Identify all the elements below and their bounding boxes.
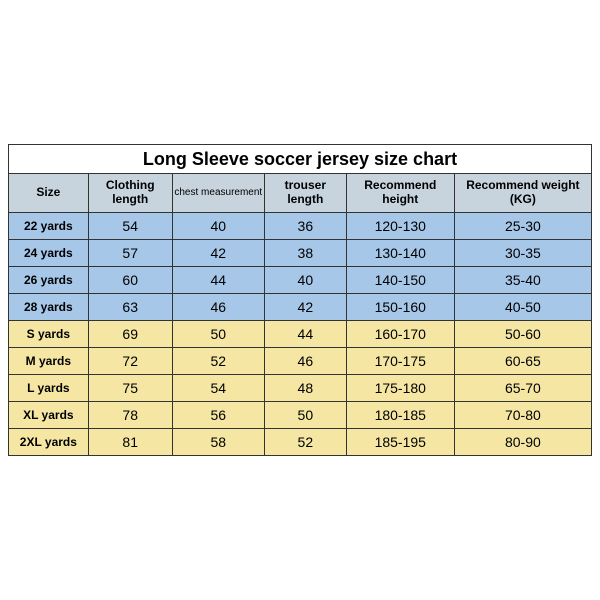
value-cell: 30-35 xyxy=(454,240,591,267)
value-cell: 42 xyxy=(264,294,346,321)
value-cell: 42 xyxy=(172,240,264,267)
value-cell: 50 xyxy=(172,321,264,348)
value-cell: 44 xyxy=(172,267,264,294)
table-row: 28 yards634642150-16040-50 xyxy=(9,294,592,321)
column-header-1: Clothinglength xyxy=(88,174,172,213)
value-cell: 35-40 xyxy=(454,267,591,294)
value-cell: 40-50 xyxy=(454,294,591,321)
size-cell: 28 yards xyxy=(9,294,89,321)
value-cell: 130-140 xyxy=(346,240,454,267)
table-row: 24 yards574238130-14030-35 xyxy=(9,240,592,267)
table-row: M yards725246170-17560-65 xyxy=(9,348,592,375)
value-cell: 36 xyxy=(264,213,346,240)
value-cell: 80-90 xyxy=(454,429,591,456)
title-row: Long Sleeve soccer jersey size chart xyxy=(9,145,592,174)
size-cell: 24 yards xyxy=(9,240,89,267)
table-row: 2XL yards815852185-19580-90 xyxy=(9,429,592,456)
value-cell: 175-180 xyxy=(346,375,454,402)
value-cell: 40 xyxy=(172,213,264,240)
value-cell: 185-195 xyxy=(346,429,454,456)
value-cell: 60 xyxy=(88,267,172,294)
table-row: L yards755448175-18065-70 xyxy=(9,375,592,402)
value-cell: 25-30 xyxy=(454,213,591,240)
value-cell: 50 xyxy=(264,402,346,429)
value-cell: 52 xyxy=(264,429,346,456)
size-cell: 2XL yards xyxy=(9,429,89,456)
size-cell: 26 yards xyxy=(9,267,89,294)
size-cell: S yards xyxy=(9,321,89,348)
table-row: 22 yards544036120-13025-30 xyxy=(9,213,592,240)
table-row: S yards695044160-17050-60 xyxy=(9,321,592,348)
value-cell: 46 xyxy=(172,294,264,321)
value-cell: 56 xyxy=(172,402,264,429)
value-cell: 160-170 xyxy=(346,321,454,348)
value-cell: 38 xyxy=(264,240,346,267)
value-cell: 81 xyxy=(88,429,172,456)
header-row: SizeClothinglengthchest measurementtrous… xyxy=(9,174,592,213)
value-cell: 150-160 xyxy=(346,294,454,321)
value-cell: 40 xyxy=(264,267,346,294)
value-cell: 69 xyxy=(88,321,172,348)
column-header-5: Recommend weight (KG) xyxy=(454,174,591,213)
column-header-0: Size xyxy=(9,174,89,213)
value-cell: 52 xyxy=(172,348,264,375)
column-header-2: chest measurement xyxy=(172,174,264,213)
value-cell: 54 xyxy=(88,213,172,240)
value-cell: 70-80 xyxy=(454,402,591,429)
size-chart-table: Long Sleeve soccer jersey size chart Siz… xyxy=(8,144,592,456)
value-cell: 44 xyxy=(264,321,346,348)
value-cell: 180-185 xyxy=(346,402,454,429)
value-cell: 60-65 xyxy=(454,348,591,375)
value-cell: 58 xyxy=(172,429,264,456)
chart-title: Long Sleeve soccer jersey size chart xyxy=(9,145,592,174)
value-cell: 72 xyxy=(88,348,172,375)
size-cell: 22 yards xyxy=(9,213,89,240)
value-cell: 54 xyxy=(172,375,264,402)
column-header-3: trouserlength xyxy=(264,174,346,213)
value-cell: 63 xyxy=(88,294,172,321)
value-cell: 78 xyxy=(88,402,172,429)
table-row: 26 yards604440140-15035-40 xyxy=(9,267,592,294)
table-row: XL yards785650180-18570-80 xyxy=(9,402,592,429)
value-cell: 170-175 xyxy=(346,348,454,375)
table-body: 22 yards544036120-13025-3024 yards574238… xyxy=(9,213,592,456)
size-cell: M yards xyxy=(9,348,89,375)
value-cell: 46 xyxy=(264,348,346,375)
value-cell: 120-130 xyxy=(346,213,454,240)
size-cell: L yards xyxy=(9,375,89,402)
size-cell: XL yards xyxy=(9,402,89,429)
value-cell: 50-60 xyxy=(454,321,591,348)
value-cell: 75 xyxy=(88,375,172,402)
value-cell: 57 xyxy=(88,240,172,267)
value-cell: 65-70 xyxy=(454,375,591,402)
value-cell: 140-150 xyxy=(346,267,454,294)
value-cell: 48 xyxy=(264,375,346,402)
column-header-4: Recommendheight xyxy=(346,174,454,213)
